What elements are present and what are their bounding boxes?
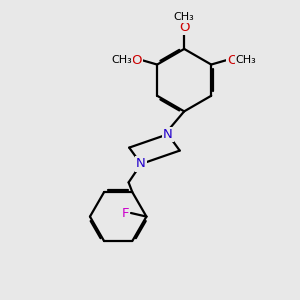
Text: O: O — [227, 54, 237, 67]
Text: O: O — [179, 21, 189, 34]
Text: O: O — [131, 54, 142, 67]
Text: CH₃: CH₃ — [111, 55, 132, 65]
Text: N: N — [136, 158, 146, 170]
Text: F: F — [121, 206, 129, 220]
Text: CH₃: CH₃ — [174, 12, 195, 22]
Text: N: N — [163, 128, 173, 141]
Text: CH₃: CH₃ — [236, 55, 256, 65]
